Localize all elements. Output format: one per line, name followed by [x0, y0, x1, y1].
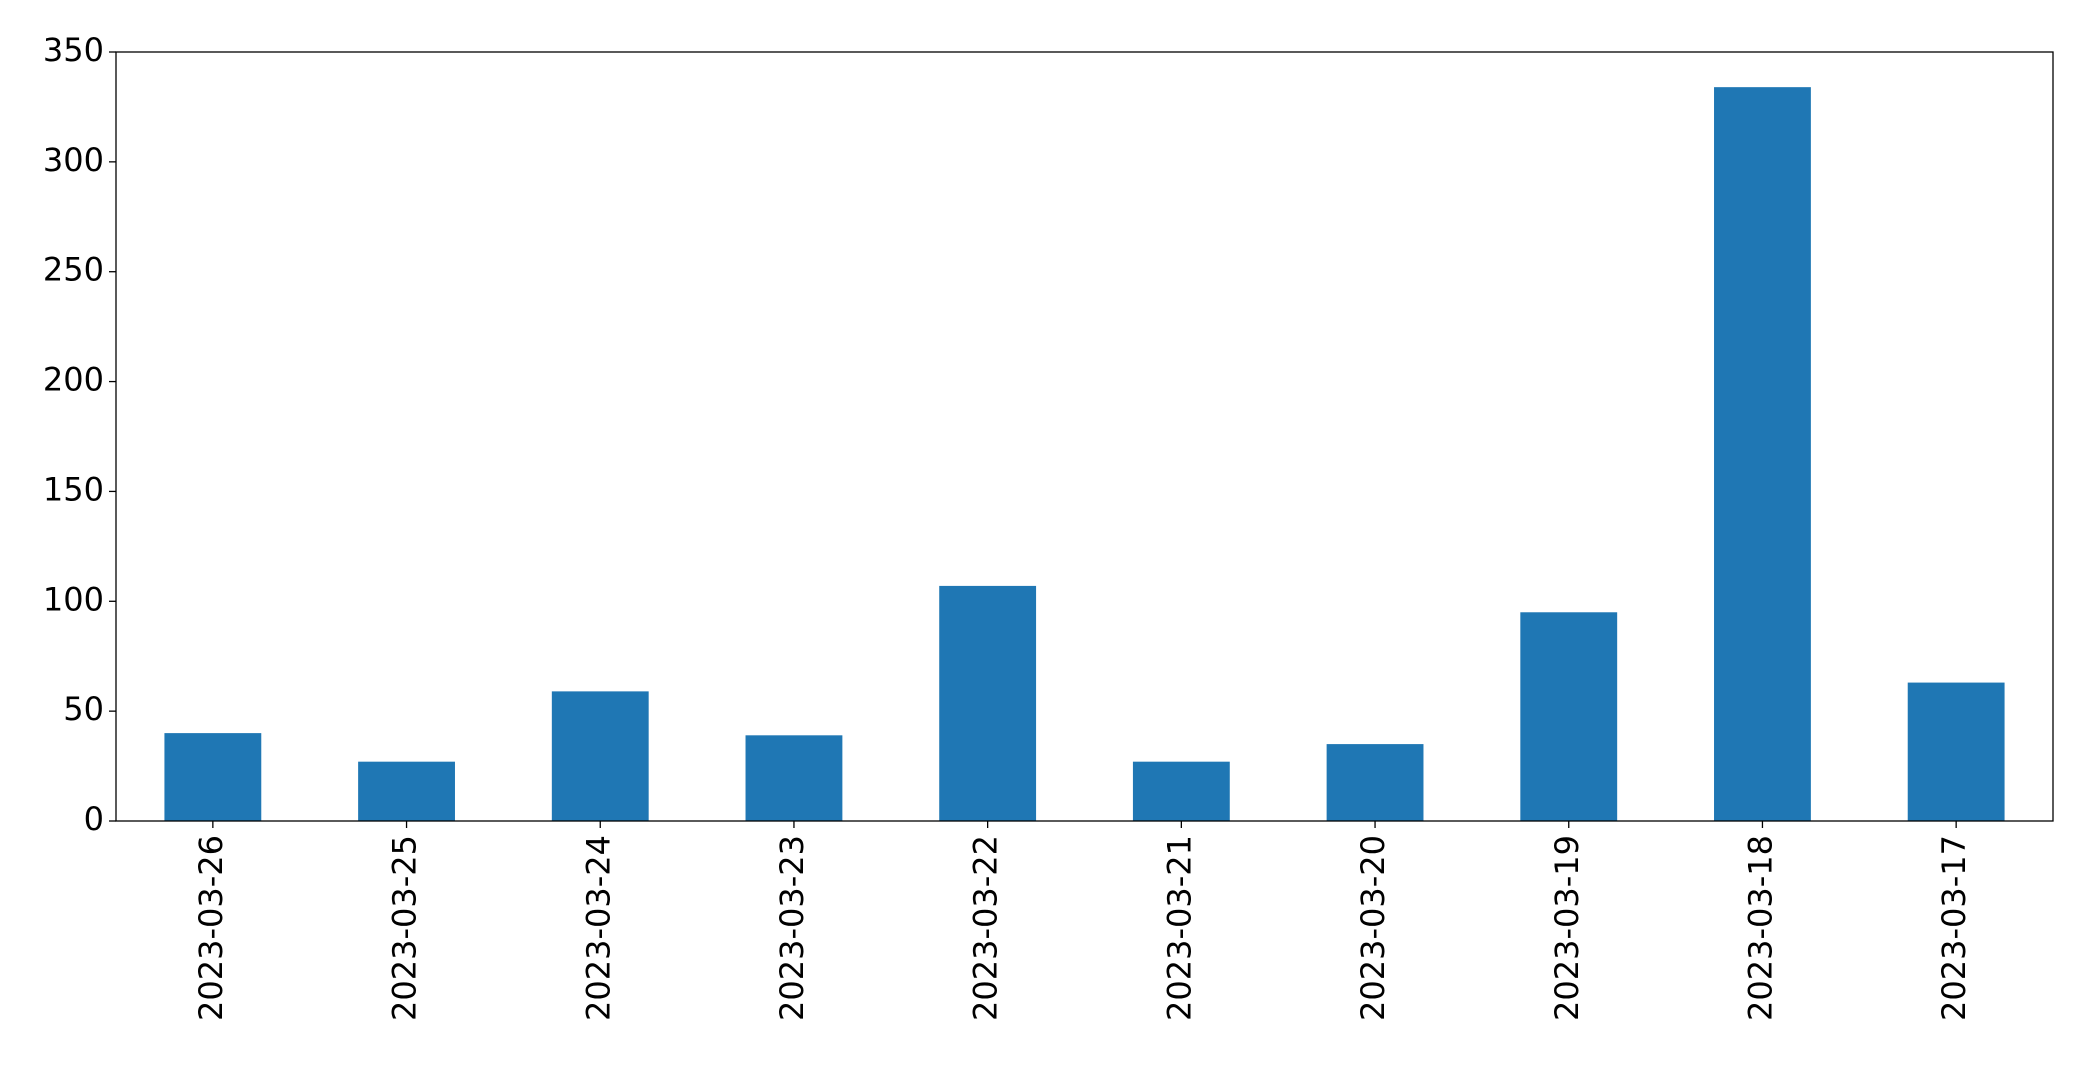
y-tick-label: 250: [43, 251, 104, 289]
bar: [939, 585, 1037, 821]
plot-frame: [115, 51, 2054, 822]
x-tick-label: 2023-03-22: [967, 835, 1005, 1021]
y-tick-label: 0: [84, 800, 104, 838]
x-tick-label: 2023-03-25: [386, 835, 424, 1021]
x-tick-label: 2023-03-19: [1548, 835, 1586, 1021]
y-tick-label: 50: [63, 690, 104, 728]
bar: [1326, 744, 1424, 821]
x-tick-label: 2023-03-24: [579, 835, 617, 1021]
bar: [164, 733, 262, 821]
bar: [1520, 612, 1618, 821]
bar: [1714, 87, 1811, 821]
bar: [551, 691, 649, 821]
bar: [358, 761, 455, 821]
bar: [745, 735, 843, 821]
bar: [1132, 761, 1230, 821]
x-tick-label: 2023-03-20: [1354, 835, 1392, 1021]
y-tick-label: 300: [43, 141, 104, 179]
y-tick-label: 100: [43, 580, 104, 618]
bar: [1907, 682, 2005, 821]
y-tick-label: 200: [43, 361, 104, 399]
x-tick-label: 2023-03-21: [1160, 835, 1198, 1021]
x-tick-label: 2023-03-17: [1935, 835, 1973, 1021]
y-tick-label: 150: [43, 470, 104, 508]
y-tick-label: 350: [43, 31, 104, 69]
x-tick-label: 2023-03-18: [1741, 835, 1779, 1021]
x-tick-label: 2023-03-26: [192, 835, 230, 1021]
x-tick-label: 2023-03-23: [773, 835, 811, 1021]
